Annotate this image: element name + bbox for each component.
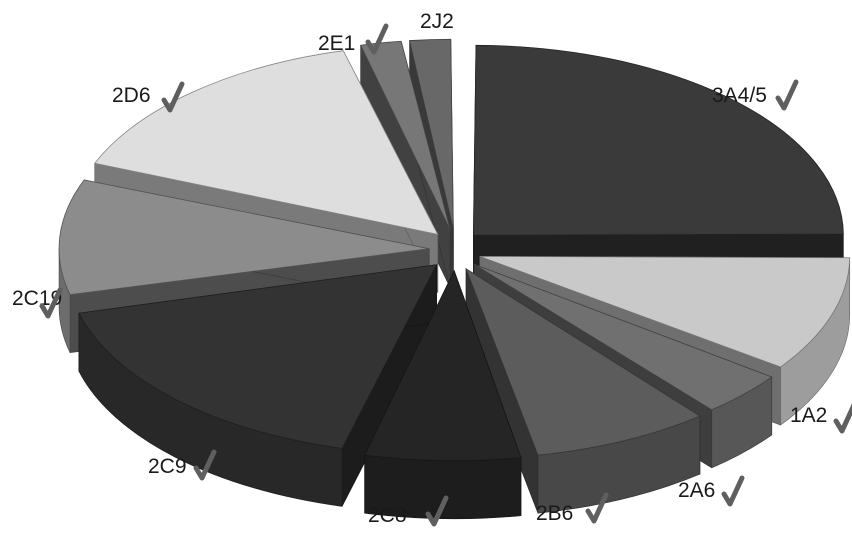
slice-label-2c9: 2C9 [148, 455, 187, 478]
slice-3a4-5 [472, 44, 844, 236]
check-mark-icon [721, 475, 745, 507]
slice-2c9 [78, 264, 438, 449]
slice-2a6 [473, 263, 773, 411]
check-mark-icon [585, 492, 609, 524]
slice-2b6 [465, 267, 701, 456]
slice-2c19 [58, 179, 430, 296]
slice-2c8 [364, 269, 522, 462]
slice-label-1a2: 1A2 [790, 404, 827, 427]
slice-1a2 [479, 256, 851, 368]
slice-tops [58, 38, 851, 462]
slice-label-2c19: 2C19 [12, 287, 62, 310]
check-mark-icon [39, 287, 63, 319]
check-mark-icon [775, 79, 799, 111]
slice-label-2b6: 2B6 [536, 502, 573, 525]
slice-label-2j2: 2J2 [420, 10, 454, 33]
slice-2d6 [94, 50, 439, 235]
slice-label-2c8: 2C8 [368, 504, 407, 527]
check-mark-icon [833, 403, 852, 434]
slice-label-3a4-5: 3A4/5 [712, 84, 767, 107]
check-mark-icon [161, 81, 185, 113]
check-mark-icon [425, 495, 449, 527]
slice-label-2e1: 2E1 [318, 32, 355, 55]
slice-label-2a6: 2A6 [678, 479, 715, 502]
check-mark-icon [193, 449, 217, 481]
check-mark-icon [365, 23, 389, 55]
slice-label-2d6: 2D6 [112, 84, 151, 107]
slice-labels: 3A4/5 1A2 2A6 2B6 2C8 2C9 2C19 2D6 2E1 2J2 [12, 10, 852, 527]
slice-2j2 [409, 38, 454, 230]
